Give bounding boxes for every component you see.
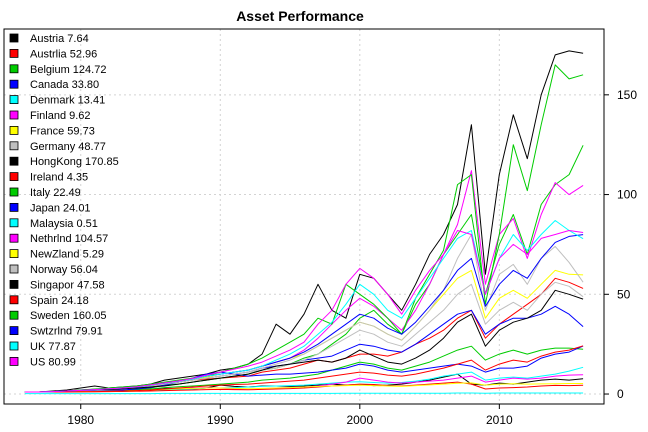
legend-label-canada: Canada 33.80 [30, 79, 99, 91]
series-line-sweden [24, 64, 584, 393]
legend-swatch-nethrlnd [9, 233, 19, 243]
legend-label-austria: Austria 7.64 [30, 33, 89, 45]
x-tick-label: 2000 [346, 413, 373, 427]
legend-swatch-hongkong [9, 156, 19, 166]
legend-label-singapor: Singapor 47.58 [30, 279, 105, 291]
series-lines [24, 50, 584, 395]
legend-swatch-belgium [9, 64, 19, 74]
legend-label-sweden: Sweden 160.05 [30, 310, 106, 322]
legend-label-uk: UK 77.87 [30, 341, 76, 353]
legend-swatch-singapor [9, 279, 19, 289]
y-tick-label: 50 [617, 287, 631, 301]
legend-swatch-denmark [9, 95, 19, 104]
y-tick-label: 100 [617, 188, 637, 202]
legend-label-italy: Italy 22.49 [30, 187, 81, 199]
series-line-singapor [24, 289, 584, 393]
legend-swatch-finland [9, 110, 19, 120]
legend-label-denmark: Denmark 13.41 [30, 95, 105, 107]
x-tick-label: 1980 [67, 413, 94, 427]
y-tick-label: 0 [617, 387, 624, 401]
x-tick-label: 2010 [486, 413, 513, 427]
axes: 1980 1990 2000 2010 0 50 100 150 [67, 88, 637, 427]
grid [4, 29, 604, 404]
legend-swatch-malaysia [9, 218, 19, 228]
legend-label-belgium: Belgium 124.72 [30, 64, 106, 76]
legend-label-japan: Japan 24.01 [30, 202, 91, 214]
legend-swatch-japan [9, 202, 19, 212]
legend-swatch-austria [9, 33, 19, 43]
chart-title: Asset Performance [236, 8, 364, 24]
legend-label-malaysia: Malaysia 0.51 [30, 218, 98, 230]
series-line-france [24, 269, 584, 393]
legend-label-germany: Germany 48.77 [30, 141, 106, 153]
legend-swatch-us [9, 356, 19, 366]
legend-swatch-newzland [9, 249, 19, 259]
series-line-nethrlnd [24, 170, 584, 393]
legend-label-us: US 80.99 [30, 356, 76, 368]
legend-label-swtzrlnd: Swtzrlnd 79.91 [30, 326, 103, 338]
legend-swatch-ireland [9, 172, 19, 182]
legend-swatch-france [9, 126, 19, 135]
series-line-spain [24, 345, 584, 393]
legend: Austria 7.64 Austrlia 52.96 Belgium 124.72… [9, 33, 119, 368]
legend-label-ireland: Ireland 4.35 [30, 172, 88, 184]
series-line-us [24, 230, 584, 393]
plot-frame [3, 28, 605, 405]
legend-label-nethrlnd: Nethrlnd 104.57 [30, 233, 108, 245]
legend-label-newzland: NewZland 5.29 [30, 249, 104, 261]
legend-label-norway: Norway 56.04 [30, 264, 98, 276]
legend-swatch-spain [9, 295, 19, 305]
legend-swatch-swtzrlnd [9, 326, 19, 336]
legend-swatch-norway [9, 264, 19, 274]
legend-label-hongkong: HongKong 170.85 [30, 156, 119, 168]
legend-swatch-austrlia [9, 49, 19, 58]
legend-label-finland: Finland 9.62 [30, 110, 91, 122]
legend-swatch-sweden [9, 310, 19, 320]
legend-label-france: France 59.73 [30, 125, 95, 137]
legend-swatch-italy [9, 187, 19, 197]
legend-swatch-uk [9, 341, 19, 351]
legend-label-austrlia: Austrlia 52.96 [30, 48, 97, 60]
y-tick-label: 150 [617, 88, 637, 102]
series-line-uk [24, 220, 584, 393]
x-tick-label: 1990 [207, 413, 234, 427]
legend-swatch-germany [9, 141, 19, 151]
legend-label-spain: Spain 24.18 [30, 295, 89, 307]
series-line-malaysia [24, 392, 584, 395]
legend-swatch-canada [9, 79, 19, 89]
series-line-japan [24, 345, 584, 393]
